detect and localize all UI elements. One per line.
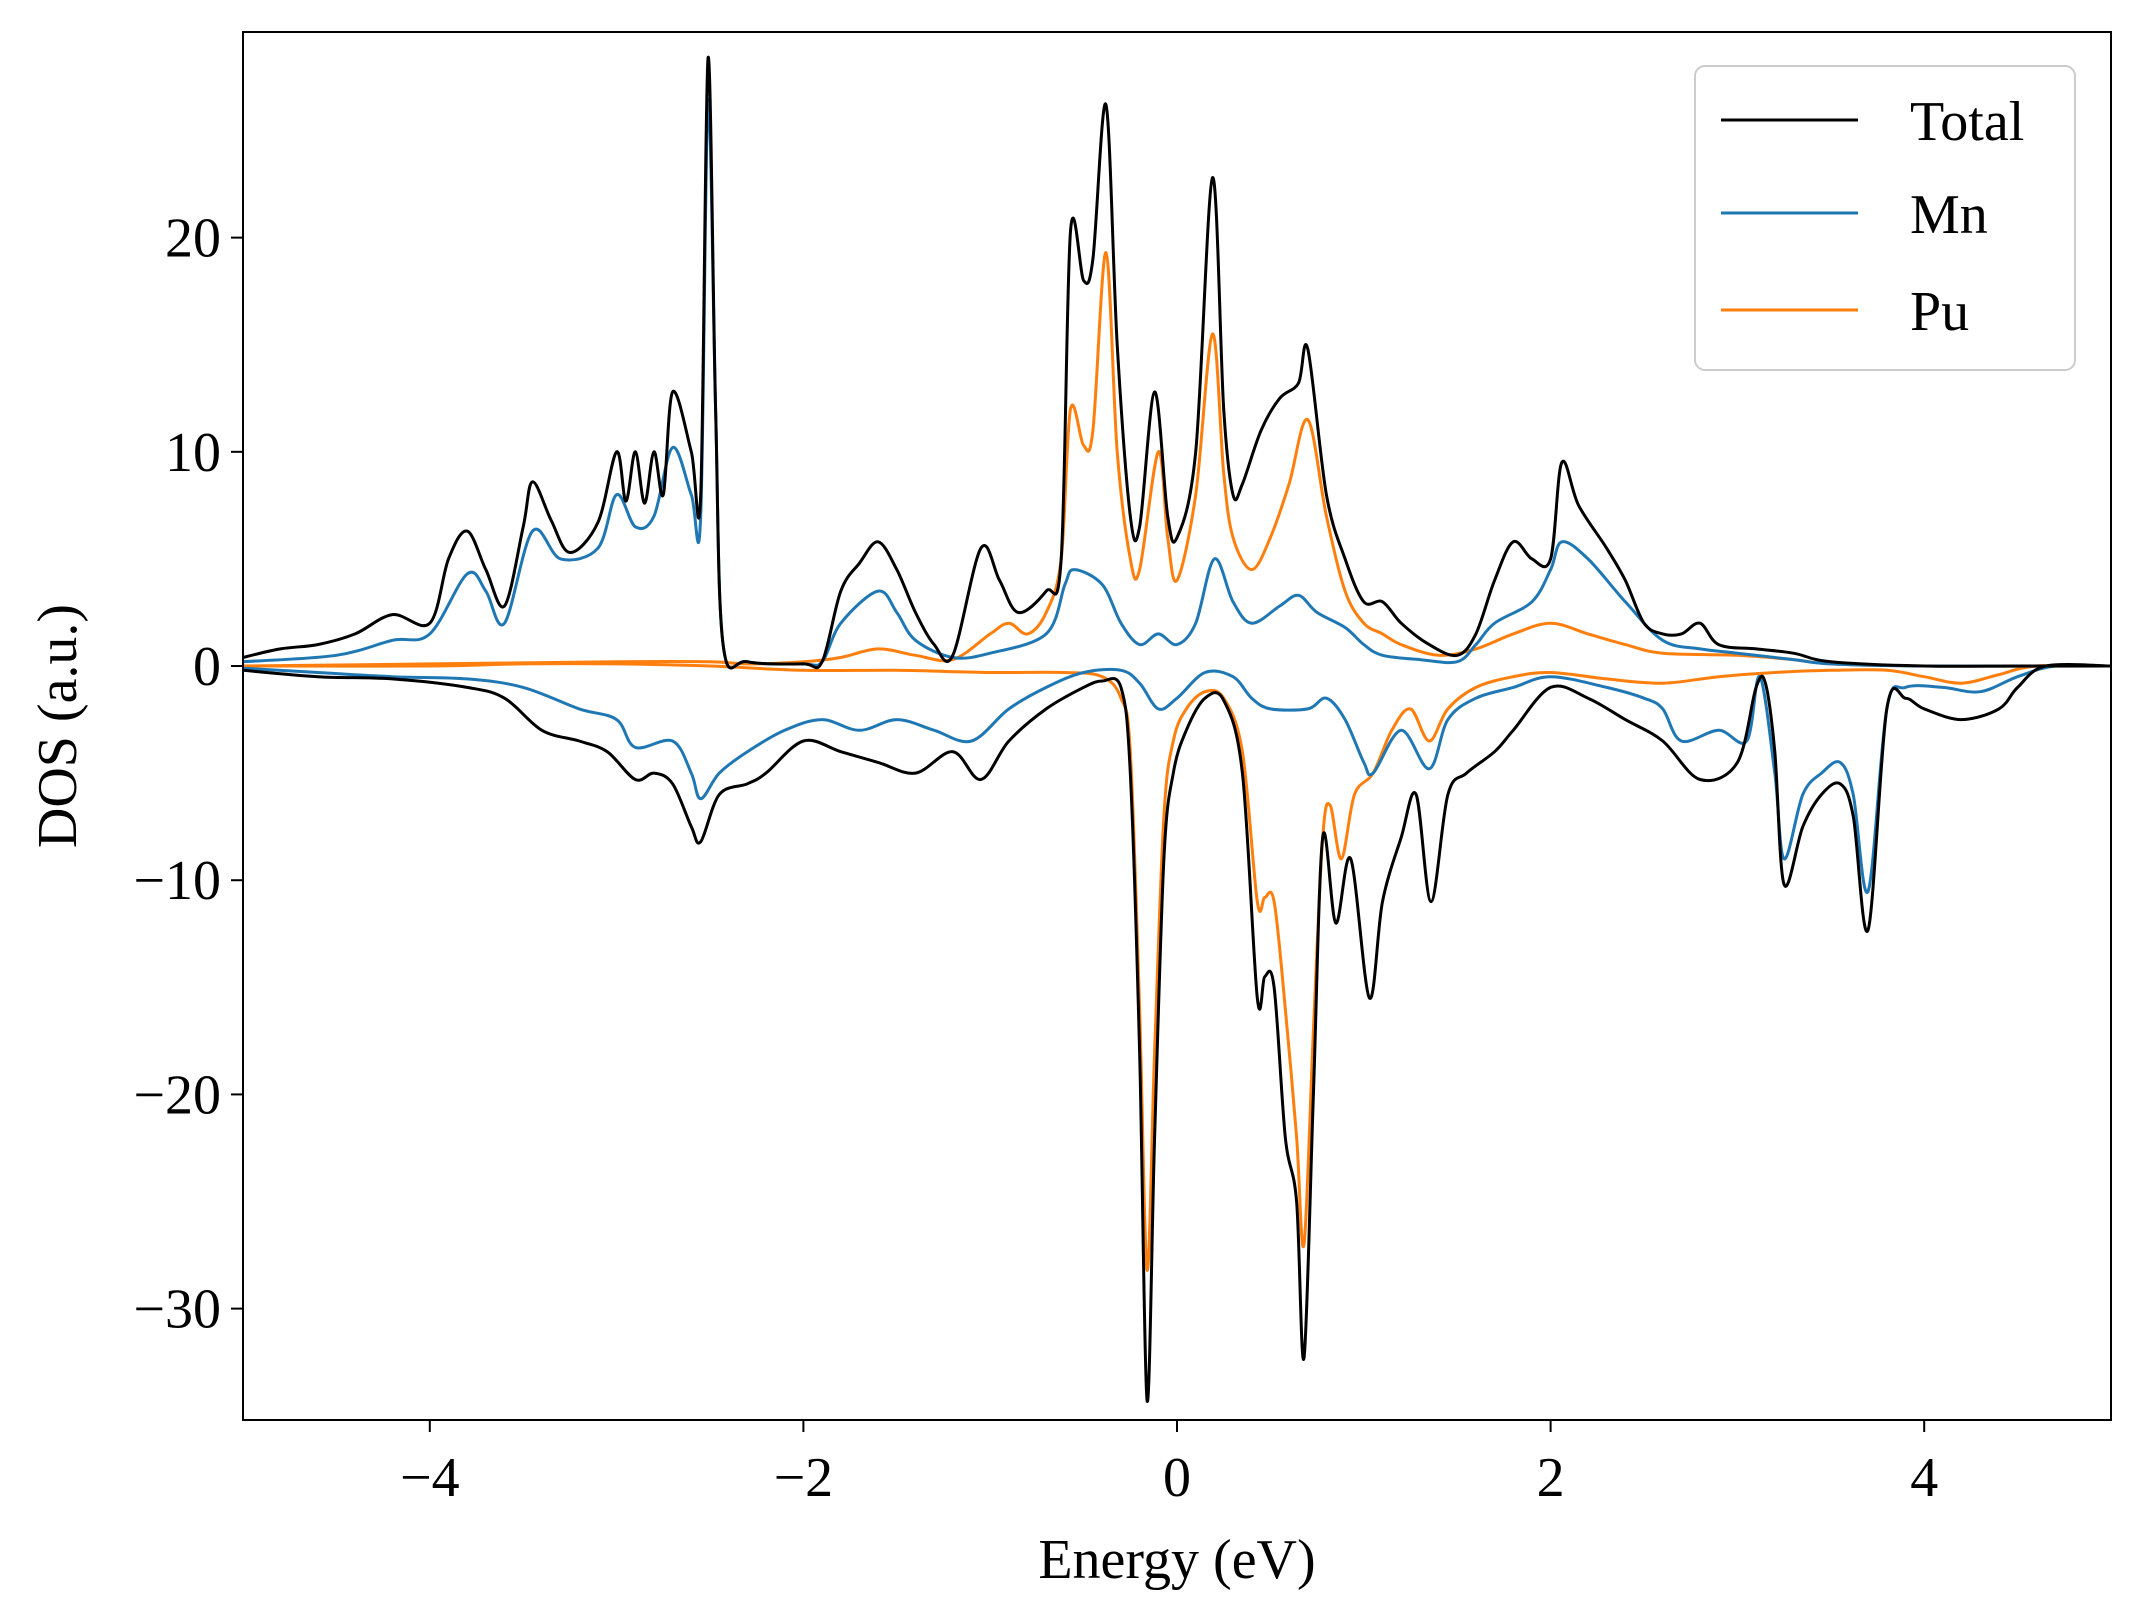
x-tick-label: −4 [400, 1447, 460, 1509]
y-tick-label: −10 [133, 850, 221, 912]
y-axis: 20 10 0 −10 −20 −30 [133, 208, 243, 1341]
y-tick-label: 20 [165, 208, 221, 270]
series-line-mn-up [243, 98, 2111, 670]
x-tick-label: 4 [1910, 1447, 1938, 1509]
series-line-total-down [243, 662, 2111, 1403]
y-tick-label: −30 [133, 1279, 221, 1341]
series-line-pu-up [243, 251, 2111, 668]
legend: Total Mn Pu [1694, 65, 2076, 371]
series-layer [243, 56, 2111, 1403]
y-tick-label: 10 [165, 422, 221, 484]
series-line-mn-down [243, 663, 2111, 894]
y-tick-label: −20 [133, 1064, 221, 1126]
legend-label-total: Total [1910, 91, 2024, 153]
y-tick-label: 0 [193, 636, 221, 698]
x-tick-label: 2 [1537, 1447, 1565, 1509]
series-line-pu-down [243, 662, 2111, 1272]
x-axis: −4 −2 0 2 4 [400, 1420, 1938, 1509]
series-line-total-up [243, 56, 2111, 670]
legend-label-pu: Pu [1910, 281, 1969, 343]
y-axis-label: DOS (a.u.) [27, 604, 89, 848]
x-tick-label: 0 [1163, 1447, 1191, 1509]
legend-label-mn: Mn [1910, 184, 1988, 246]
legend-box [1694, 65, 2076, 371]
x-tick-label: −2 [774, 1447, 834, 1509]
x-axis-label: Energy (eV) [1038, 1529, 1315, 1591]
